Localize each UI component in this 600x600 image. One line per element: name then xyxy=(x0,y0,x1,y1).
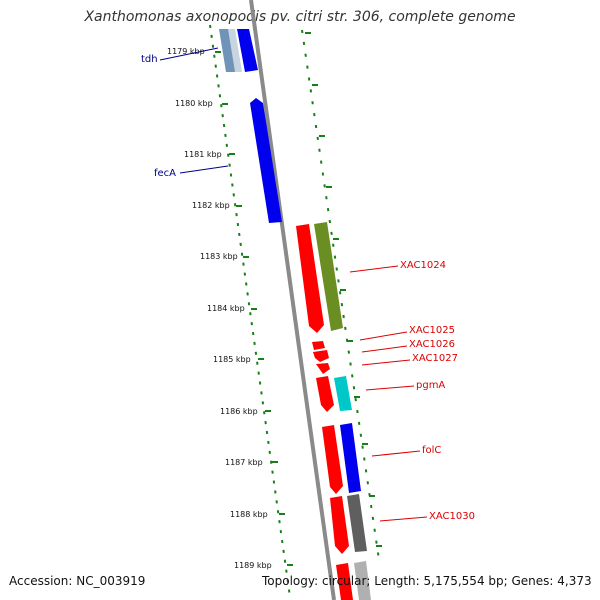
backbone-line xyxy=(249,0,336,600)
topology-text: Topology: circular; Length: 5,175,554 bp… xyxy=(262,574,592,588)
gene-pgmA[interactable] xyxy=(334,376,352,411)
gene-label-fecA[interactable]: fecA xyxy=(154,168,176,179)
left-dotted-ruler xyxy=(209,24,291,598)
gene-partial-gray[interactable] xyxy=(354,561,371,600)
accession-text: Accession: NC_003919 xyxy=(9,574,146,588)
gene-folC[interactable] xyxy=(340,423,361,493)
gene-tdh-shadow[interactable] xyxy=(219,29,236,72)
tick-label: 1185 kbp xyxy=(213,355,251,364)
gene-XAC1024-red[interactable] xyxy=(296,224,324,333)
gene-label-tdh[interactable]: tdh xyxy=(141,54,158,65)
gene-XAC1025[interactable] xyxy=(312,341,325,350)
right-dotted-ruler xyxy=(301,29,380,561)
gene-label-folC[interactable]: folC xyxy=(422,445,441,456)
leader-line-tdh xyxy=(159,47,219,61)
tick-label: 1186 kbp xyxy=(220,407,258,416)
tick-label: 1180 kbp xyxy=(175,99,213,108)
tick-marks-right xyxy=(305,32,382,547)
gene-label-pgmA[interactable]: pgmA xyxy=(416,380,445,391)
gene-XAC1024[interactable] xyxy=(314,222,343,331)
gene-label-XAC1030[interactable]: XAC1030 xyxy=(429,511,475,522)
right-leader-lines xyxy=(349,265,428,522)
gene-partial-red[interactable] xyxy=(336,563,353,600)
tick-label: 1188 kbp xyxy=(230,510,268,519)
gene-label-XAC1025[interactable]: XAC1025 xyxy=(409,325,455,336)
gene-tdh[interactable] xyxy=(237,29,258,72)
gene-label-XAC1027[interactable]: XAC1027 xyxy=(412,353,458,364)
map-title: Xanthomonas axonopodis pv. citri str. 30… xyxy=(84,9,516,25)
tick-label: 1183 kbp xyxy=(200,252,238,261)
gene-XAC1027[interactable] xyxy=(316,363,330,374)
leader-line-fecA xyxy=(179,165,229,174)
tick-label: 1179 kbp xyxy=(167,47,205,56)
gene-fecA[interactable] xyxy=(250,98,282,223)
gene-XAC1026[interactable] xyxy=(313,350,329,362)
gene-pgmA-red[interactable] xyxy=(316,376,334,412)
tick-label: 1187 kbp xyxy=(225,458,263,467)
tick-marks xyxy=(215,51,293,566)
gene-tdh-shadow2 xyxy=(228,29,242,72)
tick-label: 1181 kbp xyxy=(184,150,222,159)
tick-label: 1182 kbp xyxy=(192,201,230,210)
tick-label: 1189 kbp xyxy=(234,561,272,570)
gene-label-XAC1024[interactable]: XAC1024 xyxy=(400,260,446,271)
gene-label-XAC1026[interactable]: XAC1026 xyxy=(409,339,455,350)
tick-label: 1184 kbp xyxy=(207,304,245,313)
gene-folC-red[interactable] xyxy=(322,425,343,494)
gene-XAC1030[interactable] xyxy=(347,494,367,552)
gene-XAC1030-red[interactable] xyxy=(330,496,349,554)
